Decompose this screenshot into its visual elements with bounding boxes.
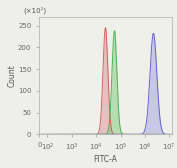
Text: (×10¹): (×10¹) bbox=[23, 7, 46, 14]
X-axis label: FITC-A: FITC-A bbox=[93, 155, 117, 164]
Y-axis label: Count: Count bbox=[7, 64, 16, 87]
